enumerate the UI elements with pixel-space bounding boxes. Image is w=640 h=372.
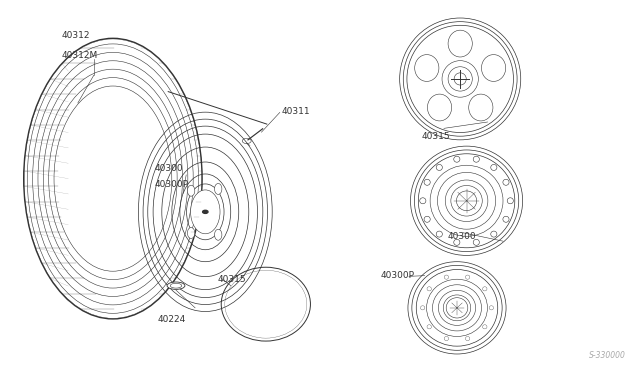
Ellipse shape bbox=[188, 228, 195, 238]
Ellipse shape bbox=[483, 287, 487, 291]
Ellipse shape bbox=[473, 156, 479, 162]
Ellipse shape bbox=[444, 337, 449, 341]
Ellipse shape bbox=[483, 325, 487, 329]
Text: 40312: 40312 bbox=[62, 31, 90, 40]
Ellipse shape bbox=[489, 306, 493, 310]
Ellipse shape bbox=[420, 306, 425, 310]
Ellipse shape bbox=[428, 94, 452, 121]
Ellipse shape bbox=[448, 30, 472, 57]
Text: 40300: 40300 bbox=[447, 232, 476, 241]
Ellipse shape bbox=[473, 239, 479, 245]
Ellipse shape bbox=[491, 231, 497, 237]
Ellipse shape bbox=[503, 179, 509, 185]
Ellipse shape bbox=[214, 183, 222, 195]
Ellipse shape bbox=[424, 179, 430, 185]
Ellipse shape bbox=[481, 55, 506, 81]
Ellipse shape bbox=[167, 282, 185, 289]
Ellipse shape bbox=[424, 216, 430, 222]
Text: 40311: 40311 bbox=[282, 107, 310, 116]
Ellipse shape bbox=[188, 185, 195, 196]
Text: 40315: 40315 bbox=[422, 132, 451, 141]
Ellipse shape bbox=[444, 275, 449, 279]
Text: 40312M: 40312M bbox=[62, 51, 98, 60]
Text: 40300P: 40300P bbox=[154, 180, 188, 189]
Ellipse shape bbox=[491, 164, 497, 170]
Text: S-330000: S-330000 bbox=[589, 350, 626, 359]
Ellipse shape bbox=[508, 198, 513, 204]
Text: 40300: 40300 bbox=[154, 164, 183, 173]
Ellipse shape bbox=[465, 275, 470, 279]
Ellipse shape bbox=[214, 229, 222, 240]
Ellipse shape bbox=[415, 55, 439, 81]
Ellipse shape bbox=[420, 198, 426, 204]
Text: 40315: 40315 bbox=[218, 275, 246, 283]
Ellipse shape bbox=[446, 298, 468, 318]
Ellipse shape bbox=[170, 283, 182, 288]
Ellipse shape bbox=[427, 287, 431, 291]
Ellipse shape bbox=[436, 231, 442, 237]
Text: 40224: 40224 bbox=[157, 315, 186, 324]
Ellipse shape bbox=[448, 67, 472, 91]
Ellipse shape bbox=[454, 239, 460, 245]
Ellipse shape bbox=[465, 337, 470, 341]
Circle shape bbox=[203, 210, 208, 214]
Ellipse shape bbox=[191, 190, 220, 234]
Ellipse shape bbox=[503, 216, 509, 222]
Ellipse shape bbox=[454, 156, 460, 162]
Ellipse shape bbox=[436, 164, 442, 170]
Text: 40300P: 40300P bbox=[381, 271, 415, 280]
Ellipse shape bbox=[468, 94, 493, 121]
Ellipse shape bbox=[427, 325, 431, 329]
Ellipse shape bbox=[456, 191, 477, 211]
Ellipse shape bbox=[454, 73, 467, 85]
